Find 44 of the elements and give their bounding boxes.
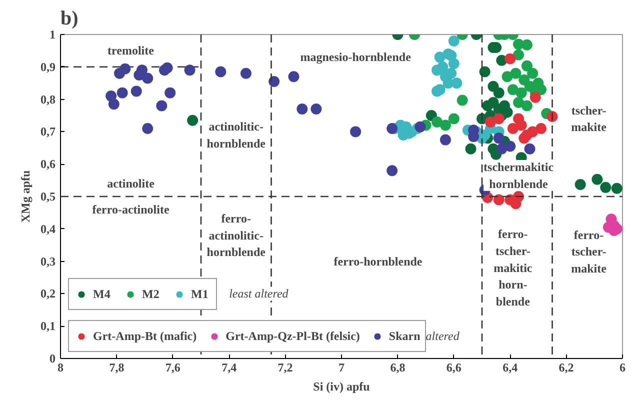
annotation: ferro- tscher- makitic horn- blende [494,227,533,308]
legend-label: M1 [191,286,210,302]
x-tick-label: 7,8 [109,360,124,374]
y-tick-label: 0 [50,352,56,366]
y-tick-label: 0,9 [40,60,56,74]
x-tick-label: 6,2 [558,360,574,374]
x-tick-label: 6,8 [390,360,406,374]
y-tick-label: 0,3 [40,254,56,268]
annotation: altered [426,328,460,343]
y-tick-label: 0,4 [40,222,56,236]
chart-title: b) [60,8,78,30]
x-axis-title: Si (iv) apfu [313,380,370,394]
annotation: tscher- makite [571,103,608,134]
legend-label: Grt-Amp-Qz-Pl-Bt (felsic) [226,328,360,344]
x-tick-label: 7,2 [278,360,293,374]
annotation: ferro- tscher- makite [571,228,608,276]
annotation: ferro-hornblende [334,254,423,268]
annotation: ferro- actinolitic- hornblende [206,212,266,260]
x-tick-label: 6,4 [502,360,518,374]
annotation: magnesio-hornblende [300,50,412,64]
legend-label: M4 [93,286,112,302]
y-tick-label: 0,7 [40,124,56,139]
annotation: ferro-actinolite [92,202,170,216]
y-tick-label: 0,2 [40,286,56,301]
legend-label: M2 [142,286,160,302]
y-axis-title: XMg apfu [18,170,32,223]
x-tick-label: 6 [620,360,626,374]
annotation: least altered [229,286,290,301]
annotation: actinolite [107,176,156,191]
legend-label: Skarn [388,328,420,344]
x-tick-label: 7 [338,360,344,374]
annotation: actinolitic- hornblende [206,120,266,150]
x-tick-label: 7,6 [165,360,180,374]
annotation: tschermakitic hornblende [484,160,554,191]
y-tick-label: 0,8 [40,92,56,106]
x-tick-label: 8 [58,360,64,374]
y-tick-label: 0,1 [40,319,56,334]
x-tick-label: 7,4 [222,360,237,374]
annotation: tremolite [108,44,155,58]
legend-label: Grt-Amp-Bt (mafic) [93,328,197,344]
y-tick-label: 1 [50,28,56,42]
x-tick-label: 6,6 [446,360,462,374]
y-tick-label: 0,5 [40,190,56,204]
y-tick-label: 0,6 [40,157,56,172]
